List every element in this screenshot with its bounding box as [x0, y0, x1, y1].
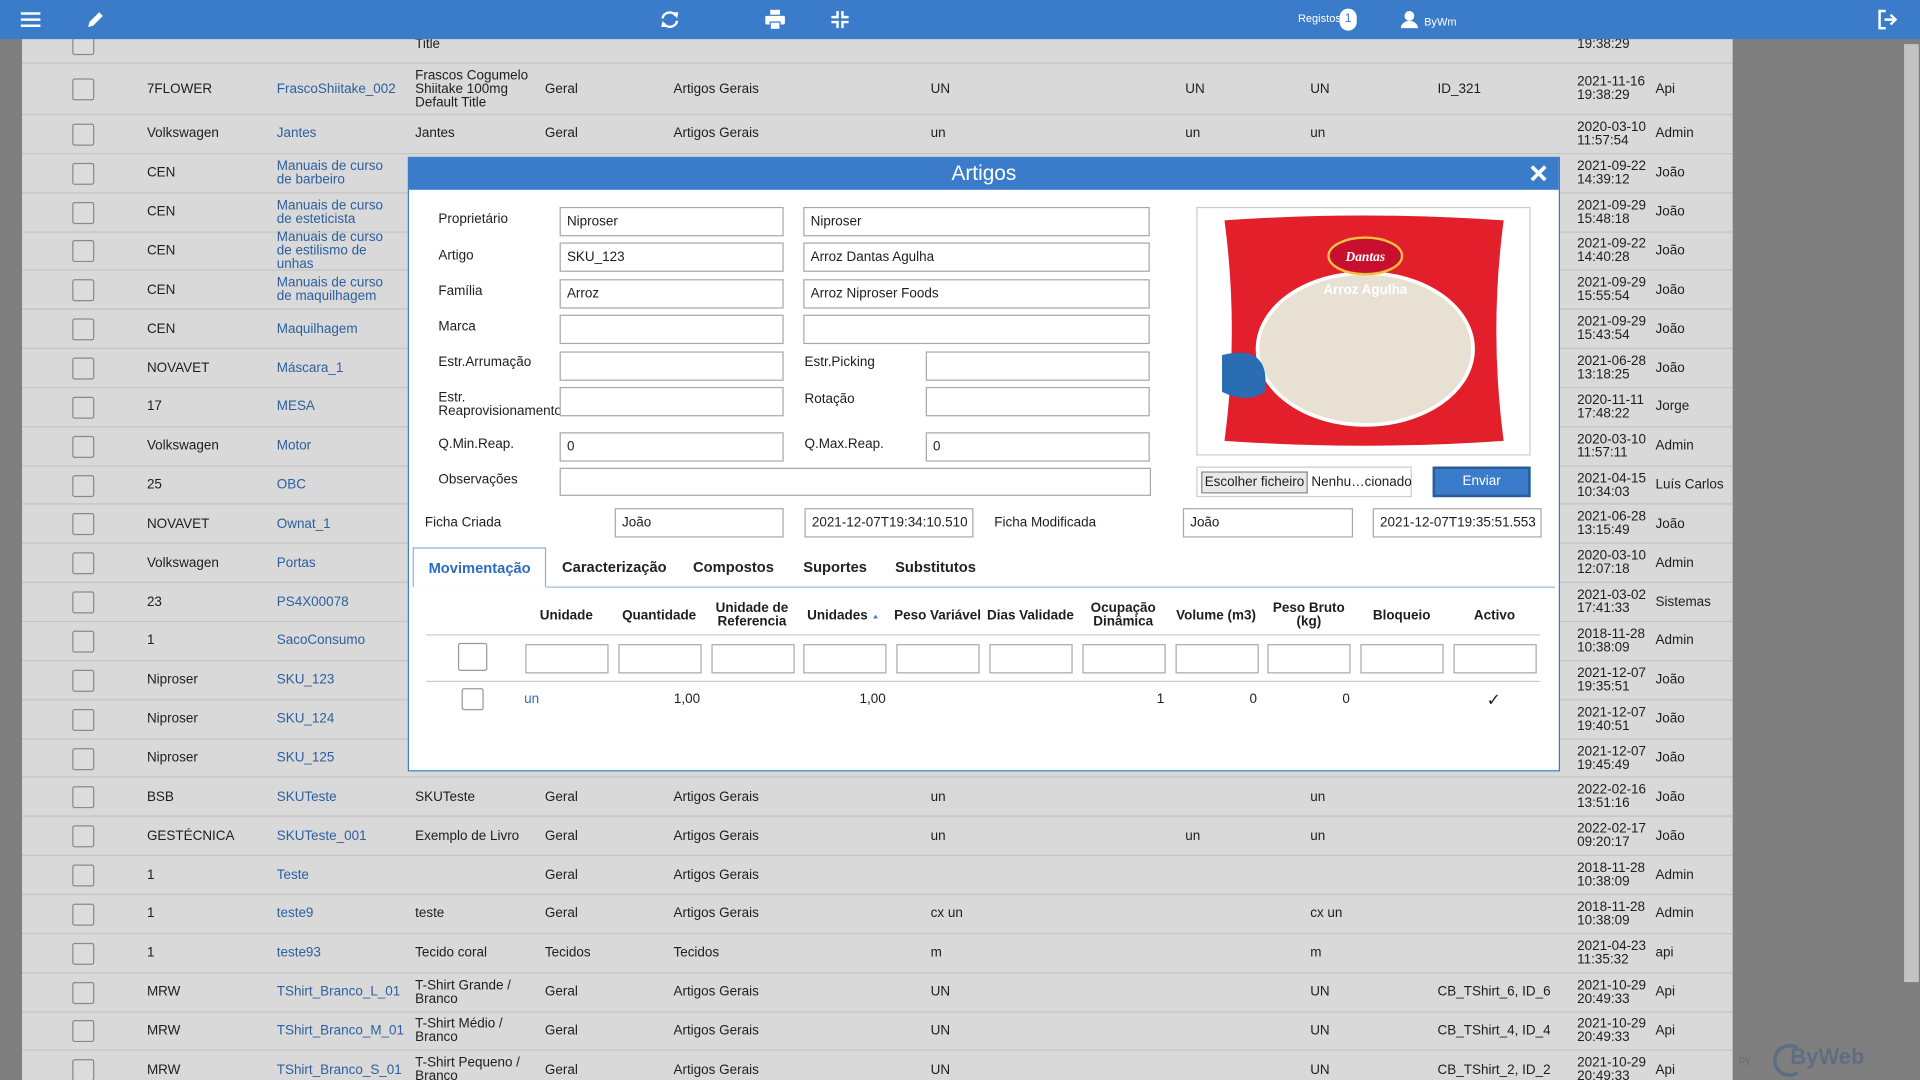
filter-input[interactable]	[1175, 644, 1258, 673]
image-product: Arroz Agulha	[1323, 282, 1407, 297]
column-header-text: Unidade de Referencia	[704, 602, 801, 629]
column-header[interactable]: Quantidade	[611, 600, 708, 632]
filter-input[interactable]	[804, 644, 887, 673]
grid-cell: 1,00	[803, 692, 886, 707]
text-input[interactable]	[926, 387, 1150, 416]
column-header-text: Ocupação Dinâmica	[1075, 602, 1172, 629]
grid-cell: ✓	[1452, 689, 1535, 710]
text-input[interactable]: João	[615, 508, 784, 537]
text-input[interactable]: Arroz Dantas Agulha	[803, 242, 1150, 271]
close-button[interactable]	[1529, 164, 1547, 182]
grid-cell[interactable]: un	[524, 692, 607, 707]
image-frame: Dantas Arroz Agulha	[1196, 207, 1530, 456]
tab[interactable]: Caracterização	[547, 547, 681, 587]
field-label: Estr. Reaprovisionamento	[438, 392, 560, 419]
filter-input[interactable]	[1082, 644, 1165, 673]
modified-label: Ficha Modificada	[994, 516, 1096, 531]
modal-title: Artigos	[408, 162, 1560, 186]
column-header[interactable]: Dias Validade	[982, 600, 1079, 632]
field-label: Observações	[438, 474, 554, 487]
grid-cell: 1	[1081, 692, 1164, 707]
column-header[interactable]: Unidades	[796, 600, 893, 632]
column-header-text: Bloqueio	[1373, 609, 1431, 622]
grid-line	[426, 681, 1540, 682]
text-input[interactable]: 0	[560, 432, 784, 461]
text-input[interactable]: 0	[926, 432, 1150, 461]
column-header-text: Unidades	[807, 609, 868, 622]
text-input[interactable]: Niproser	[803, 207, 1150, 236]
image-brand: Dantas	[1344, 249, 1385, 264]
column-header[interactable]: Ocupação Dinâmica	[1075, 600, 1172, 632]
column-header[interactable]: Bloqueio	[1353, 600, 1450, 632]
field-label: Q.Min.Reap.	[438, 438, 554, 451]
filter-input[interactable]	[1268, 644, 1351, 673]
text-input[interactable]: Arroz Niproser Foods	[803, 279, 1150, 308]
checkbox[interactable]	[462, 688, 484, 710]
column-header[interactable]: Unidade de Referencia	[704, 600, 801, 632]
filter-input[interactable]	[618, 644, 701, 673]
created-label: Ficha Criada	[425, 516, 501, 531]
field-label: Rotação	[804, 393, 920, 406]
column-header[interactable]: Peso Bruto (kg)	[1260, 600, 1357, 632]
text-input[interactable]: 2021-12-07T19:34:10.510	[804, 508, 973, 537]
text-input[interactable]: 2021-12-07T19:35:51.553	[1373, 508, 1542, 537]
text-input[interactable]: Arroz	[560, 279, 784, 308]
text-input[interactable]: SKU_123	[560, 242, 784, 271]
text-input[interactable]: Niproser	[560, 207, 784, 236]
tab[interactable]: Suportes	[789, 547, 882, 587]
column-header-text: Peso Variável	[894, 609, 981, 622]
column-header-text: Dias Validade	[987, 609, 1074, 622]
filter-input[interactable]	[1361, 644, 1444, 673]
grid-cell: 1,00	[617, 692, 700, 707]
column-header[interactable]: Unidade	[518, 600, 615, 632]
text-input[interactable]	[560, 387, 784, 416]
filter-input[interactable]	[989, 644, 1072, 673]
column-header-text: Unidade	[540, 609, 593, 622]
field-label: Marca	[438, 321, 554, 334]
product-image: Dantas Arroz Agulha	[1198, 208, 1530, 454]
text-input[interactable]	[560, 315, 784, 344]
column-header-text: Peso Bruto (kg)	[1260, 602, 1357, 629]
filter-input[interactable]	[1453, 644, 1536, 673]
checkbox[interactable]	[458, 643, 487, 671]
column-header-text: Quantidade	[622, 609, 696, 622]
field-label: Família	[438, 285, 554, 298]
filter-input[interactable]	[897, 644, 980, 673]
choose-file-button[interactable]: Escolher ficheiro	[1201, 471, 1308, 493]
text-input[interactable]	[560, 468, 1151, 496]
file-name: Nenhu…cionado	[1311, 475, 1411, 490]
text-input[interactable]	[926, 351, 1150, 380]
column-header[interactable]: Volume (m3)	[1168, 600, 1265, 632]
column-header-text: Volume (m3)	[1176, 609, 1256, 622]
column-header[interactable]: Activo	[1446, 600, 1543, 632]
column-header-text: Activo	[1474, 609, 1515, 622]
text-input[interactable]	[803, 315, 1150, 344]
field-label: Proprietário	[438, 213, 554, 226]
filter-input[interactable]	[525, 644, 608, 673]
field-label: Estr.Arrumação	[438, 356, 554, 369]
grid-cell: 0	[1267, 692, 1350, 707]
tab[interactable]: Compostos	[678, 547, 788, 587]
filter-input[interactable]	[711, 644, 794, 673]
sort-indicator	[868, 611, 883, 621]
grid-cell: 0	[1174, 692, 1257, 707]
tab[interactable]: Substitutos	[880, 547, 990, 587]
tab[interactable]: Movimentação	[413, 547, 547, 587]
text-input[interactable]: João	[1183, 508, 1353, 537]
send-button[interactable]: Enviar	[1433, 467, 1531, 498]
field-label: Q.Max.Reap.	[804, 438, 920, 451]
column-header[interactable]: Peso Variável	[889, 600, 986, 632]
grid-line	[426, 634, 1540, 635]
field-label: Artigo	[438, 250, 554, 263]
text-input[interactable]	[560, 351, 784, 380]
field-label: Estr.Picking	[804, 356, 920, 369]
